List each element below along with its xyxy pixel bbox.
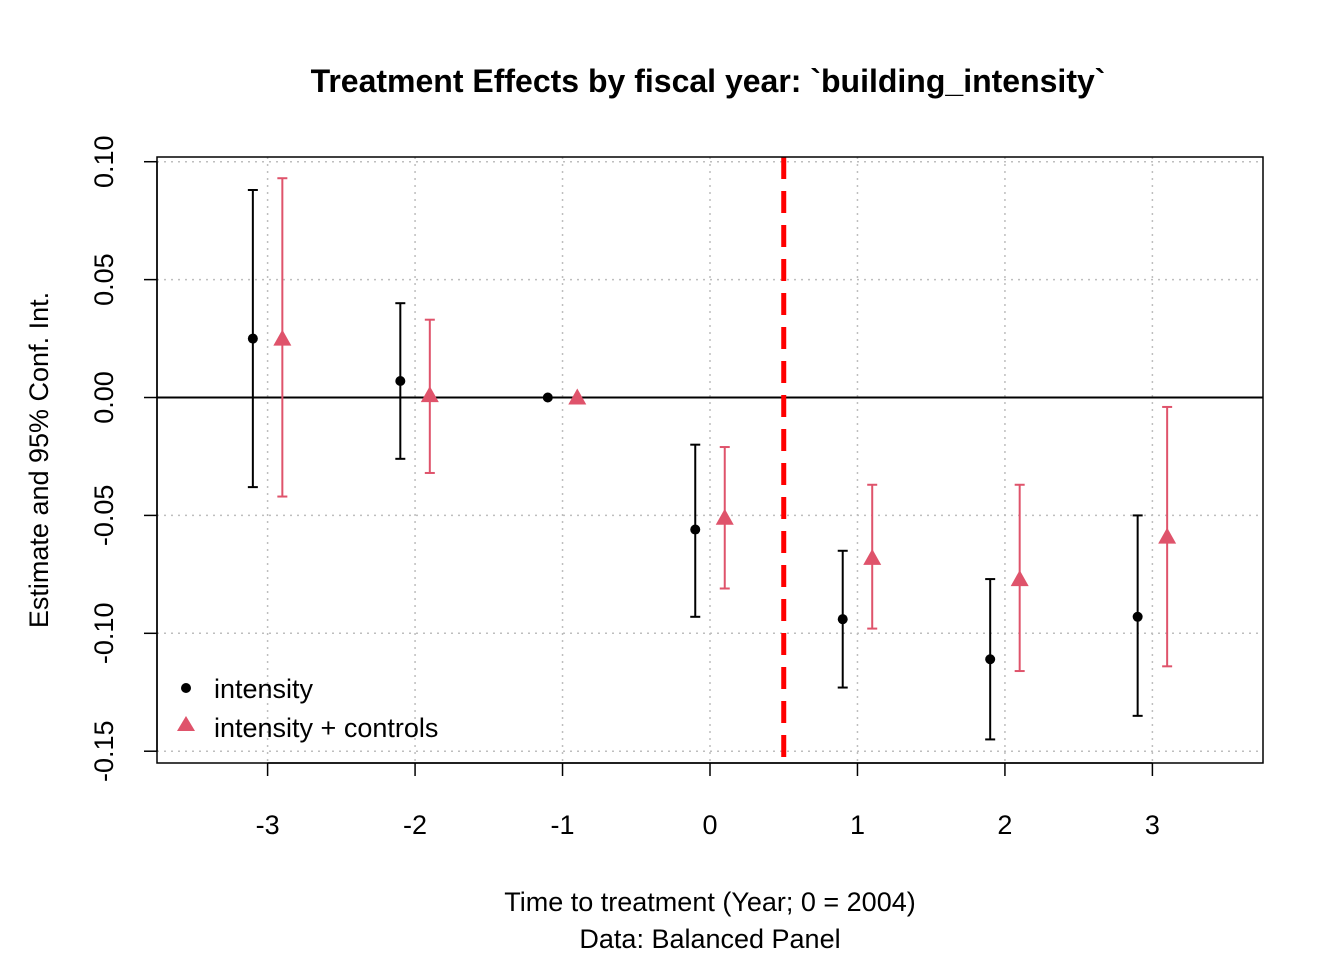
legend: intensity intensity + controls [177, 674, 438, 743]
y-tick-label: -0.05 [89, 485, 119, 547]
point-estimate [1132, 611, 1143, 622]
x-tick-label: 3 [1145, 810, 1160, 840]
x-tick-label: -2 [403, 810, 427, 840]
point-estimate [863, 548, 882, 565]
y-tick-label: 0.00 [89, 371, 119, 424]
point-estimate [690, 524, 701, 535]
y-tick-label: 0.10 [89, 135, 119, 188]
y-tick-label: -0.10 [89, 603, 119, 665]
y-tick-label: 0.05 [89, 253, 119, 306]
x-tick-label: 0 [702, 810, 717, 840]
y-axis-label: Estimate and 95% Conf. Int. [24, 292, 54, 628]
point-estimate [837, 614, 848, 625]
point-estimate [985, 654, 996, 665]
point-estimate [715, 508, 734, 525]
legend-label-intensity: intensity [214, 674, 314, 704]
point-estimate [1158, 527, 1177, 544]
legend-marker-intensity-controls [177, 716, 195, 731]
x-tick-label: -3 [256, 810, 280, 840]
point-estimate [273, 329, 292, 346]
series-intensity [247, 189, 1143, 741]
legend-label-intensity-controls: intensity + controls [214, 713, 438, 743]
legend-marker-intensity [181, 683, 191, 693]
point-estimate [420, 386, 439, 403]
x-axis-sublabel: Data: Balanced Panel [579, 924, 840, 954]
reference-lines [157, 157, 1263, 763]
x-tick-label: -1 [551, 810, 575, 840]
x-axis-label: Time to treatment (Year; 0 = 2004) [504, 887, 915, 917]
point-estimate [568, 388, 587, 405]
point-estimate [542, 392, 553, 403]
x-tick-label: 1 [850, 810, 865, 840]
grid-lines [157, 157, 1263, 763]
point-estimate [395, 376, 406, 387]
point-estimate [1010, 570, 1029, 587]
y-tick-label: -0.15 [89, 720, 119, 782]
data-series [247, 177, 1177, 741]
series-intensity-controls [273, 177, 1177, 673]
x-tick-label: 2 [997, 810, 1012, 840]
axes: -3 -2 -1 0 1 2 3 -0.15 -0.10 -0.05 0.00 0.05 0.10 [89, 135, 1160, 840]
chart-title: Treatment Effects by fiscal year: `build… [311, 63, 1106, 99]
point-estimate [247, 333, 258, 344]
